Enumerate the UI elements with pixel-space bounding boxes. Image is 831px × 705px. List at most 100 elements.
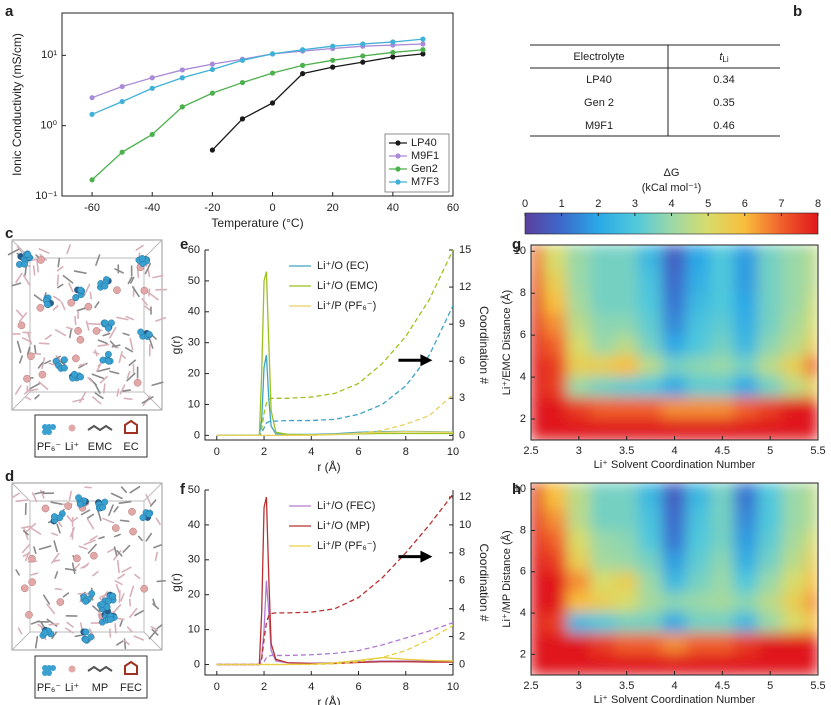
heatmap-cell	[542, 509, 568, 531]
solvent-bond	[53, 295, 62, 302]
x-tick-label: 5	[767, 680, 773, 692]
solvent-bond	[33, 344, 37, 354]
heatmap-cell	[566, 397, 592, 420]
heatmap-cell	[614, 397, 640, 420]
heatmap-cell	[733, 571, 759, 593]
solvent-bond	[11, 282, 22, 287]
solvent-bond	[147, 291, 159, 301]
heatmap-cell	[662, 550, 687, 573]
y-tick-label: 4	[520, 607, 526, 619]
solvent-bond	[129, 485, 141, 494]
heatmap-cell	[733, 334, 759, 357]
heatmap-cell	[709, 334, 735, 357]
data-point	[390, 39, 396, 45]
solvent-bond	[133, 635, 145, 641]
heatmap-cell	[805, 483, 818, 511]
heatmap-cell	[781, 418, 807, 440]
solvent-bond	[36, 260, 39, 273]
heatmap-cell	[733, 653, 759, 675]
solvent-bond	[37, 362, 44, 369]
solvent-bond	[42, 594, 51, 605]
y-tick-label: 10	[514, 245, 526, 257]
li-ion	[56, 598, 65, 606]
panel-label: b	[793, 3, 802, 20]
heatmap-cell	[590, 376, 616, 399]
solvent-bond	[83, 283, 91, 296]
y2-axis-label: Coordination #	[477, 306, 491, 384]
x-tick-label: 60	[447, 202, 459, 214]
heatmap-cell	[781, 612, 807, 635]
heatmap-cell	[638, 334, 664, 357]
y-tick-label: 30	[188, 554, 200, 566]
solvent-bond	[135, 244, 144, 251]
heatmap-cell	[757, 376, 783, 399]
heatmap-cell	[757, 418, 783, 440]
heatmap-cell	[805, 571, 818, 593]
x-axis-label: Li⁺ Solvent Coordination Number	[594, 459, 756, 471]
x-tick-label: 3	[576, 680, 582, 692]
box-outline	[11, 239, 163, 411]
box-edge	[11, 631, 31, 651]
colorbar-tick-label: 1	[559, 198, 565, 210]
heatmap	[531, 245, 818, 440]
solvent-bond	[31, 492, 38, 503]
heatmap-cell	[805, 653, 818, 675]
legend-label: EMC	[88, 441, 113, 453]
heatmap-cell	[685, 509, 711, 531]
y2-tick-label: 0	[459, 429, 465, 441]
solvent-bond	[33, 546, 37, 554]
legend-label: PF₆⁻	[37, 441, 61, 453]
series-line	[216, 354, 453, 437]
solvent-bond	[154, 551, 159, 562]
heatmap-cell	[662, 483, 687, 511]
heatmap-cell	[781, 483, 807, 511]
data-point	[300, 62, 306, 68]
heatmap-cell	[638, 245, 664, 273]
heatmap-cell	[662, 313, 687, 336]
heatmap-cell	[709, 633, 735, 655]
table-cell: LP40	[586, 74, 612, 86]
solvent-bond	[107, 547, 115, 553]
solvent-bond	[121, 389, 131, 392]
y-tick-label: 40	[188, 519, 200, 531]
heatmap-cell	[733, 397, 759, 420]
y-tick-label: 6	[520, 566, 526, 578]
solvent-bond	[26, 331, 33, 345]
solvent-bond	[123, 639, 130, 646]
solvent-bond	[38, 381, 49, 391]
heatmap-cell	[733, 509, 759, 531]
heatmap-cell	[805, 591, 818, 614]
heatmap-cell	[733, 633, 759, 655]
heatmap-cell	[566, 612, 592, 635]
y-axis-label: Ionic Conductivity (mS/cm)	[10, 33, 24, 176]
li-ion	[73, 554, 81, 563]
heatmap-cell	[542, 653, 568, 675]
heatmap-cell	[531, 376, 544, 399]
heatmap-cell	[805, 271, 818, 294]
legend-label: M9F1	[411, 150, 439, 162]
solvent-bond	[15, 569, 21, 576]
solvent-bond	[123, 397, 133, 401]
heatmap-cell	[781, 591, 807, 614]
heatmap-cell	[781, 529, 807, 552]
legend-label: Li⁺	[65, 682, 80, 694]
y2-tick-label: 10	[459, 519, 471, 531]
data-point	[149, 75, 155, 81]
arrow-head	[420, 354, 433, 367]
legend-marker	[395, 153, 401, 159]
li-ion	[133, 378, 142, 387]
heatmap-cell	[614, 591, 640, 614]
heatmap-cell	[531, 571, 544, 593]
solvent-bond	[62, 274, 74, 284]
solvent-bond	[113, 506, 119, 513]
heatmap-cell	[542, 245, 568, 273]
solvent-bond	[18, 312, 28, 323]
pf6-atom	[101, 498, 109, 506]
x-tick-label: 2.5	[523, 445, 538, 457]
y2-tick-label: 9	[459, 318, 465, 330]
pf6-atom	[145, 510, 153, 518]
solvent-bond	[54, 587, 63, 591]
x-tick-label: 20	[327, 202, 339, 214]
li-ion	[25, 610, 33, 619]
heatmap-cell	[805, 334, 818, 357]
